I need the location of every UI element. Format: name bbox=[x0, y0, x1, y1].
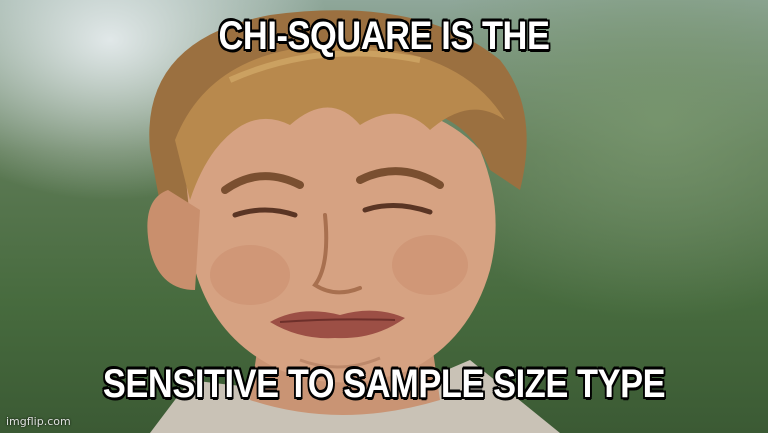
bottom-caption: SENSITIVE TO SAMPLE SIZE TYPE bbox=[102, 362, 666, 406]
top-caption: CHI-SQUARE IS THE bbox=[218, 14, 550, 58]
imgflip-watermark: imgflip.com bbox=[6, 415, 71, 428]
